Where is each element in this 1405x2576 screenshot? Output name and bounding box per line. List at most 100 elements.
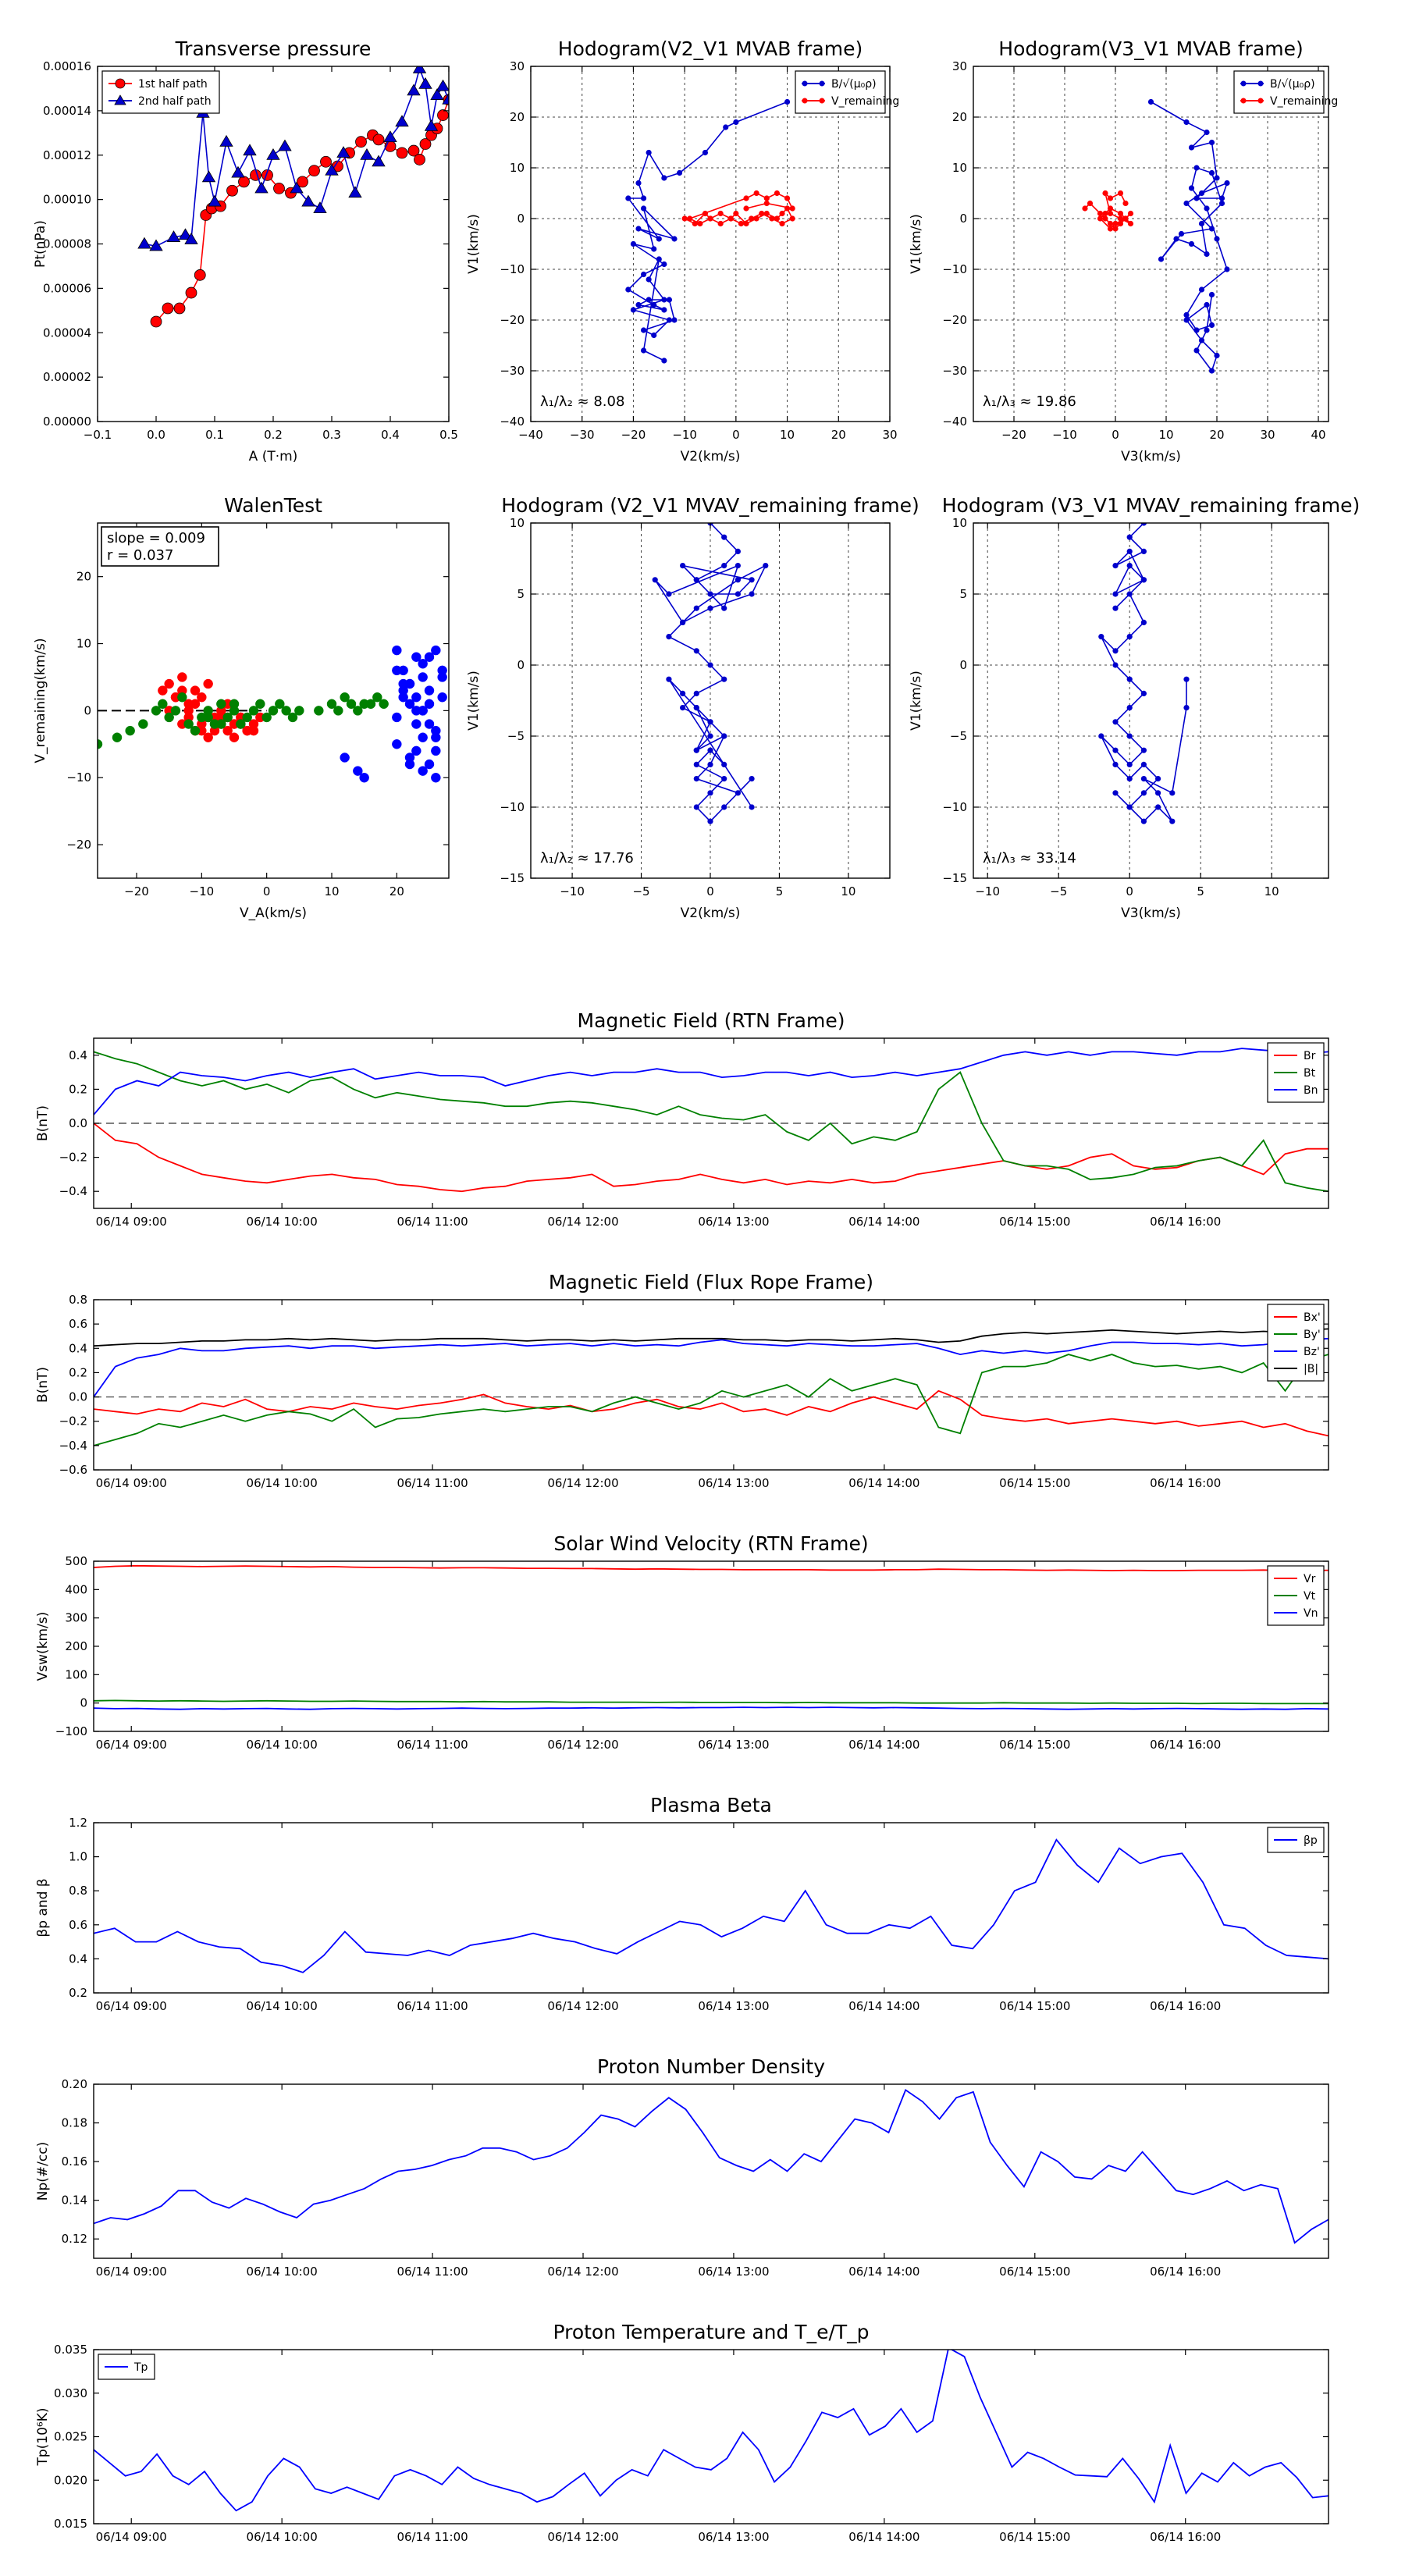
chart-title: Hodogram (V2_V1 MVAV_remaining frame) xyxy=(501,494,919,517)
x-tick-label: 20 xyxy=(1209,428,1224,442)
x-tick-label: 0 xyxy=(1112,428,1119,442)
data-point xyxy=(162,302,174,315)
data-point xyxy=(743,220,749,227)
plot-frame xyxy=(530,66,891,422)
data-point xyxy=(784,195,791,201)
y-tick-label: 0 xyxy=(517,658,525,672)
data-point xyxy=(1122,215,1129,222)
chart-vsw: Solar Wind Velocity (RTN Frame) 06/14 09:… xyxy=(35,1532,1329,1752)
y-tick-label: 30 xyxy=(510,59,525,73)
x-tick-label: 30 xyxy=(1260,428,1275,442)
plot-frame xyxy=(973,522,1329,879)
y-tick-label: −10 xyxy=(942,800,967,814)
data-point xyxy=(437,665,447,676)
data-point xyxy=(1112,591,1119,597)
x-tick-label: 06/14 10:00 xyxy=(247,2265,318,2279)
data-point xyxy=(407,144,420,157)
data-point xyxy=(150,315,162,328)
y-tick-label: 0.035 xyxy=(54,2343,87,2357)
data-point xyxy=(693,705,699,711)
data-point xyxy=(721,676,727,682)
data-point xyxy=(749,577,755,583)
data-point xyxy=(424,685,435,696)
y-tick-label: 0.00004 xyxy=(43,326,91,340)
data-point xyxy=(1107,210,1114,217)
data-point xyxy=(1112,719,1119,725)
data-point xyxy=(666,317,673,323)
data-point xyxy=(1193,165,1200,171)
data-point xyxy=(727,215,734,222)
y-tick-label: −0.6 xyxy=(59,1463,87,1477)
legend: B/√(μ₀ρ) V_remaining xyxy=(795,70,899,114)
x-tick-label: 06/14 09:00 xyxy=(96,1999,167,2013)
x-tick-label: 06/14 16:00 xyxy=(1150,1215,1221,1229)
data-point xyxy=(733,210,739,217)
y-tick-label: 0.0 xyxy=(69,1116,87,1130)
series-line xyxy=(94,1354,1329,1446)
data-point xyxy=(735,548,741,555)
data-point xyxy=(1126,705,1133,711)
x-tick-label: 06/14 09:00 xyxy=(96,1738,167,1752)
legend: Bx' By' Bz' |B| xyxy=(1267,1304,1325,1382)
y-tick-label: 0.00008 xyxy=(43,237,91,251)
data-point xyxy=(1112,761,1119,768)
data-point xyxy=(242,712,252,723)
x-tick-label: 06/14 14:00 xyxy=(848,1476,919,1490)
data-point xyxy=(1117,190,1124,197)
x-tick-label: 06/14 14:00 xyxy=(848,2265,919,2279)
data-point xyxy=(229,699,240,710)
y-tick-label: 10 xyxy=(510,161,525,175)
data-point xyxy=(431,725,441,736)
x-axis-label: V3(km/s) xyxy=(1121,449,1181,464)
legend-label: V_remaining xyxy=(831,95,899,108)
x-tick-label: 06/14 13:00 xyxy=(698,2530,769,2544)
y-tick-label: −15 xyxy=(942,871,967,885)
data-point xyxy=(414,154,425,165)
x-tick-label: 06/14 14:00 xyxy=(848,1999,919,2013)
data-point xyxy=(707,790,713,796)
legend-marker xyxy=(114,94,126,105)
y-tick-label: −10 xyxy=(500,800,525,814)
data-point xyxy=(733,119,739,126)
y-tick-label: 500 xyxy=(65,1554,87,1568)
y-axis-label: Vsw(km/s) xyxy=(35,1612,51,1681)
data-point xyxy=(640,195,647,201)
x-tick-label: 10 xyxy=(780,428,795,442)
y-tick-label: 0.12 xyxy=(62,2232,87,2246)
data-point xyxy=(1107,195,1114,201)
data-point xyxy=(680,705,686,711)
chart-title: Proton Temperature and T_e/T_p xyxy=(553,2321,869,2343)
x-tick-label: 06/14 12:00 xyxy=(547,1215,618,1229)
x-tick-label: 06/14 11:00 xyxy=(397,1999,468,2013)
data-point xyxy=(666,591,672,597)
data-point xyxy=(1193,347,1200,354)
data-point xyxy=(1183,200,1190,207)
plot-frame xyxy=(973,66,1329,422)
data-point xyxy=(287,712,298,723)
x-tick-label: 06/14 10:00 xyxy=(247,1999,318,2013)
y-axis-label: V1(km/s) xyxy=(909,214,924,274)
data-point xyxy=(680,619,686,626)
y-axis-label: βp and β xyxy=(35,1878,51,1937)
y-tick-label: −10 xyxy=(66,770,91,785)
data-point xyxy=(407,84,421,96)
series-line xyxy=(94,1706,1329,1710)
y-tick-label: 1.0 xyxy=(69,1850,87,1864)
data-point xyxy=(392,739,402,749)
data-point xyxy=(216,699,226,710)
y-tick-label: 0.8 xyxy=(69,1884,87,1898)
data-point xyxy=(707,662,713,668)
x-tick-label: 06/14 13:00 xyxy=(698,1999,769,2013)
data-point xyxy=(763,210,770,217)
data-point xyxy=(112,732,123,742)
y-tick-label: 0 xyxy=(959,212,967,226)
legend-label: βp xyxy=(1304,1834,1318,1847)
x-tick-label: 06/14 15:00 xyxy=(999,1476,1070,1490)
data-point xyxy=(1112,648,1119,654)
plot-area xyxy=(652,523,769,824)
x-tick-label: −10 xyxy=(190,884,215,898)
data-point xyxy=(412,66,427,73)
data-point xyxy=(707,818,713,824)
series-line xyxy=(94,1328,1329,1347)
y-tick-label: −100 xyxy=(55,1724,87,1738)
